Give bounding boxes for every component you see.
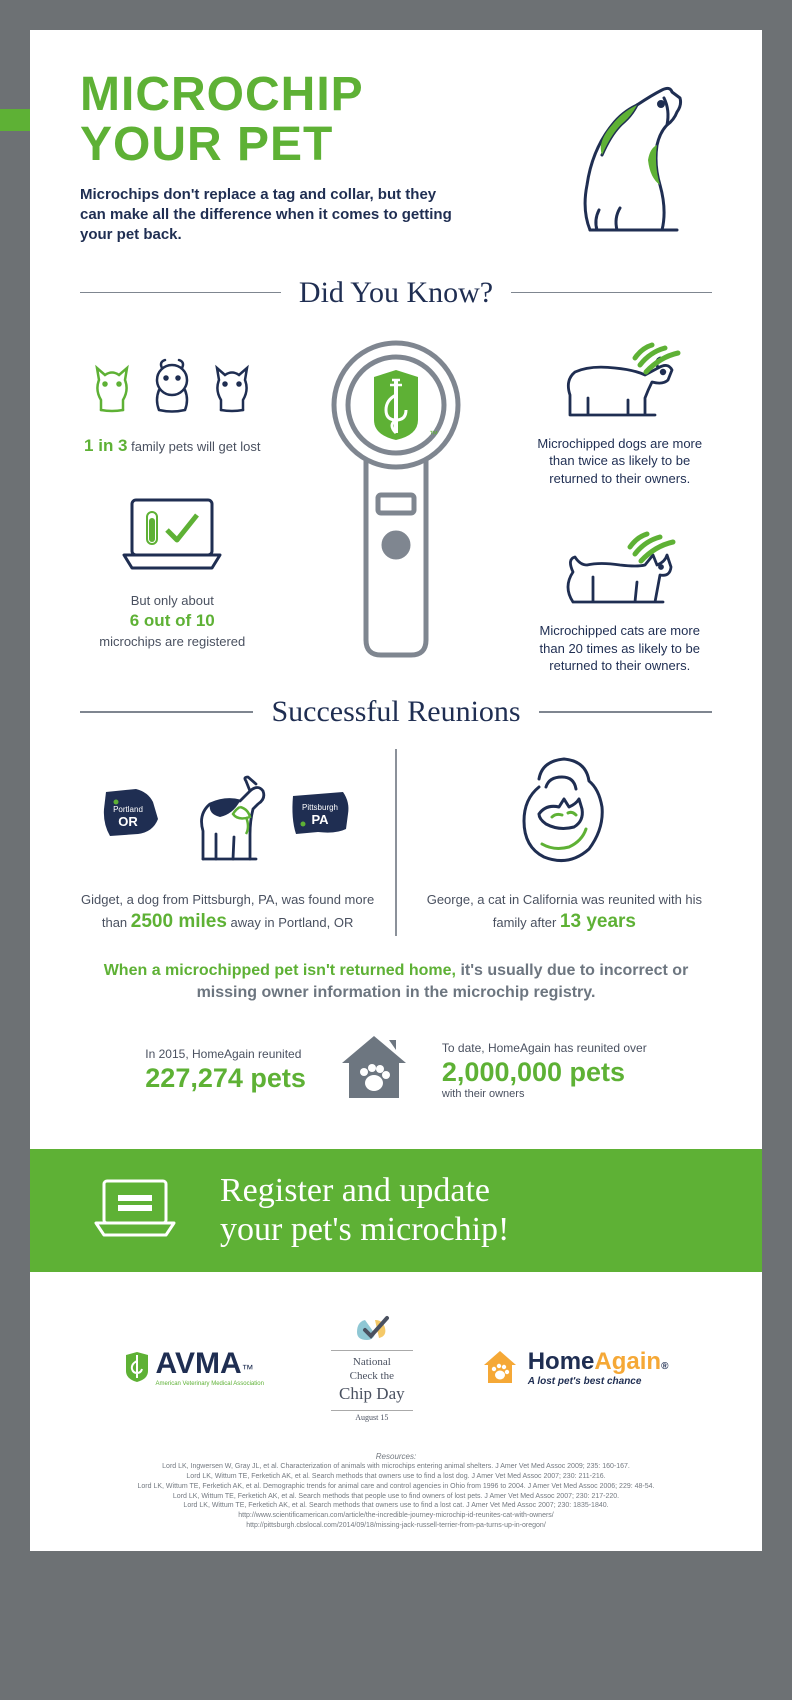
microchip-scanner-icon: ™ — [316, 330, 476, 675]
three-pets-icon — [80, 330, 265, 425]
page-title: MICROCHIP YOUR PET — [80, 70, 512, 171]
avma-logo: AVMA™ American Veterinary Medical Associ… — [124, 1347, 264, 1387]
did-you-know-title: Did You Know? — [299, 276, 493, 310]
svg-text:PA: PA — [311, 812, 329, 827]
did-you-know-section: 1 in 3 family pets will get lost — [80, 330, 712, 675]
dog-sitting-icon — [542, 70, 712, 240]
laptop-check-icon — [80, 487, 265, 582]
accent-bar — [0, 109, 30, 131]
laptop-icon — [90, 1173, 180, 1248]
section-divider: Successful Reunions — [80, 695, 712, 729]
fact-cats: Microchipped cats are more than 20 times… — [527, 517, 712, 675]
stat-total: To date, HomeAgain has reunited over 2,0… — [442, 1041, 647, 1100]
states-dog-icon: Portland OR — [80, 749, 375, 879]
house-paw-icon — [334, 1028, 414, 1113]
cta-text: Register and updateyour pet's microchip! — [220, 1171, 509, 1249]
homeagain-logo: HomeAgain® A lost pet's best chance — [480, 1347, 669, 1387]
section-divider: Did You Know? — [80, 276, 712, 310]
svg-text:™: ™ — [429, 429, 438, 439]
svg-text:Pittsburgh: Pittsburgh — [302, 803, 338, 812]
resources: Resources: Lord LK, Ingwersen W, Gray JL… — [80, 1443, 712, 1531]
person-hug-cat-icon — [417, 749, 712, 879]
stats-row: In 2015, HomeAgain reunited 227,274 pets… — [80, 1028, 712, 1113]
title-line-2: YOUR PET — [80, 118, 333, 171]
logos-row: AVMA™ American Veterinary Medical Associ… — [80, 1272, 712, 1443]
stat-2015: In 2015, HomeAgain reunited 227,274 pets — [145, 1047, 306, 1094]
check-chip-logo: National Check the Chip Day August 15 — [331, 1312, 413, 1423]
cta-banner: Register and updateyour pet's microchip! — [30, 1149, 762, 1271]
reunion-george: George, a cat in California was reunited… — [417, 749, 712, 936]
fact-dogs: Microchipped dogs are more than twice as… — [527, 330, 712, 488]
fact-registered: But only about6 out of 10microchips are … — [80, 487, 265, 650]
reunions-section: Portland OR — [80, 749, 712, 936]
header: MICROCHIP YOUR PET Microchips don't repl… — [80, 70, 712, 246]
svg-text:OR: OR — [118, 814, 138, 829]
reunion-gidget: Portland OR — [80, 749, 375, 936]
callout-text: When a microchipped pet isn't returned h… — [90, 960, 702, 1005]
fact-lost: 1 in 3 family pets will get lost — [80, 330, 265, 458]
reunions-title: Successful Reunions — [271, 695, 520, 729]
subtitle: Microchips don't replace a tag and colla… — [80, 185, 460, 246]
cat-signal-icon — [527, 517, 712, 612]
title-line-1: MICROCHIP — [80, 68, 364, 121]
dog-signal-icon — [527, 330, 712, 425]
svg-text:Portland: Portland — [113, 805, 143, 814]
